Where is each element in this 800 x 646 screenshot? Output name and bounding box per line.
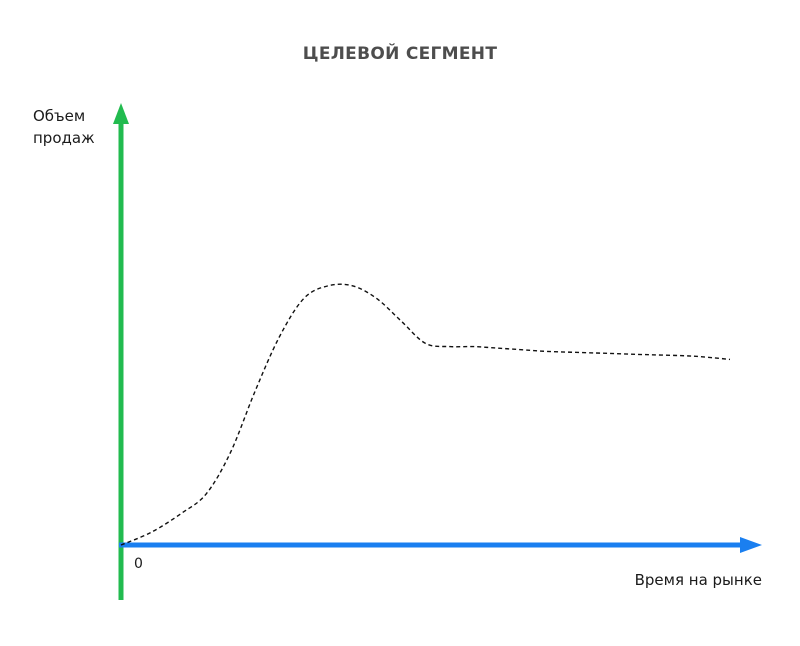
y-axis-label: Объем продаж <box>33 105 95 149</box>
y-axis-label-line-2: продаж <box>33 129 95 147</box>
chart-title: ЦЕЛЕВОЙ СЕГМЕНТ <box>302 44 498 64</box>
y-axis-label-line-1: Объем <box>33 107 86 125</box>
axes <box>113 103 762 600</box>
series-layer <box>120 283 731 546</box>
y-axis-arrowhead <box>113 103 129 124</box>
origin-label: 0 <box>134 556 143 572</box>
x-axis-arrowhead <box>740 537 762 553</box>
sales-curve-line <box>120 283 731 546</box>
x-axis-label: Время на рынке <box>634 571 762 589</box>
